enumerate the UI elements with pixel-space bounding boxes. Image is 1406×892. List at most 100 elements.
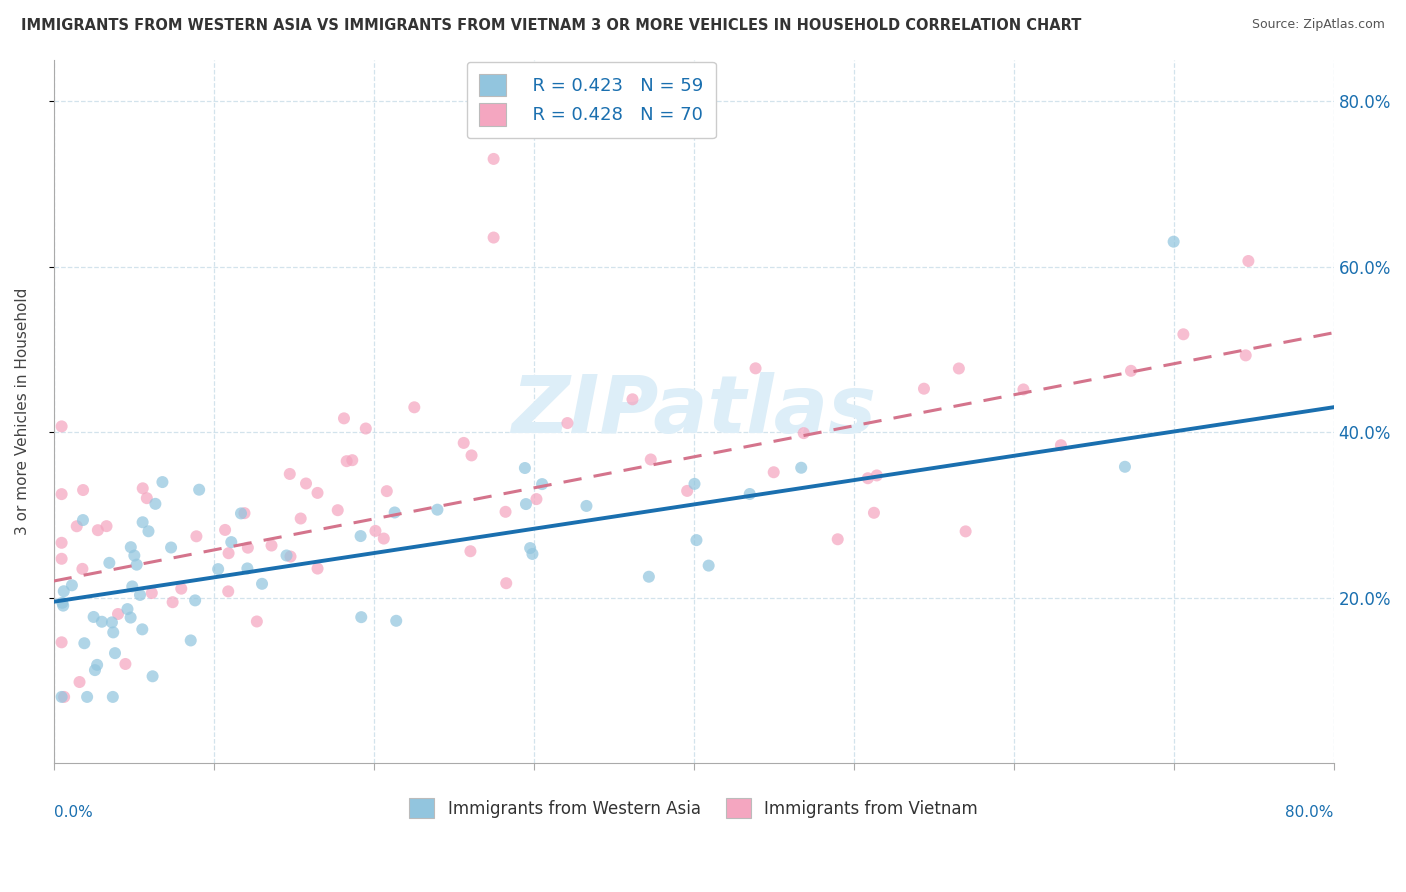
Point [51,635,73,649]
Point [1234,348,1257,362]
Point [98,556,121,570]
Point [120,610,142,624]
Point [51,536,73,550]
Point [145,497,167,511]
Point [912,382,935,396]
Point [948,361,970,376]
Point [460,544,482,558]
Point [295,476,318,491]
Point [1050,438,1073,452]
Point [744,361,766,376]
Point [52,599,75,613]
Point [793,426,815,441]
Point [214,523,236,537]
Point [260,539,283,553]
Point [207,562,229,576]
Point [350,610,373,624]
Point [138,524,160,539]
Point [186,529,208,543]
Point [129,588,152,602]
Point [762,465,785,479]
Point [557,416,579,430]
Point [51,690,73,704]
Point [114,657,136,671]
Point [218,546,240,560]
Point [188,483,211,497]
Point [307,561,329,575]
Point [107,607,129,621]
Point [373,532,395,546]
Point [152,475,174,489]
Point [575,499,598,513]
Point [117,602,139,616]
Point [73,636,96,650]
Point [72,513,94,527]
Point [621,392,644,407]
Point [354,421,377,435]
Point [124,549,146,563]
Point [375,484,398,499]
Point [280,549,302,564]
Point [640,452,662,467]
Point [121,579,143,593]
Point [278,467,301,481]
Point [863,506,886,520]
Point [453,436,475,450]
Point [364,524,387,538]
Point [460,449,482,463]
Y-axis label: 3 or more Vehicles in Household: 3 or more Vehicles in Household [15,288,30,535]
Point [162,595,184,609]
Point [76,690,98,704]
Text: 80.0%: 80.0% [1285,805,1334,821]
Point [233,506,256,520]
Legend: Immigrants from Western Asia, Immigrants from Vietnam: Immigrants from Western Asia, Immigrants… [402,791,984,825]
Point [51,487,73,501]
Point [131,515,153,529]
Point [184,593,207,607]
Point [72,562,94,576]
Text: Source: ZipAtlas.com: Source: ZipAtlas.com [1251,18,1385,31]
Point [522,547,544,561]
Point [495,576,517,591]
Point [101,690,124,704]
Point [69,675,91,690]
Point [84,663,107,677]
Point [236,541,259,555]
Point [217,584,239,599]
Point [125,558,148,572]
Point [101,615,124,630]
Point [51,596,73,610]
Point [326,503,349,517]
Point [104,646,127,660]
Point [1119,364,1142,378]
Point [336,454,359,468]
Point [236,561,259,575]
Point [856,471,879,485]
Point [526,492,548,507]
Point [955,524,977,539]
Point [697,558,720,573]
Point [384,506,406,520]
Point [738,487,761,501]
Point [135,491,157,505]
Point [683,476,706,491]
Point [141,586,163,600]
Point [482,230,505,244]
Point [515,497,537,511]
Point [53,690,76,704]
Point [866,468,889,483]
Text: 0.0%: 0.0% [53,805,93,821]
Point [66,519,89,533]
Point [519,541,541,555]
Point [120,540,142,554]
Point [482,152,505,166]
Point [1173,327,1195,342]
Point [96,519,118,533]
Point [790,460,813,475]
Point [246,615,269,629]
Point [676,483,699,498]
Point [1012,383,1035,397]
Text: IMMIGRANTS FROM WESTERN ASIA VS IMMIGRANTS FROM VIETNAM 3 OR MORE VEHICLES IN HO: IMMIGRANTS FROM WESTERN ASIA VS IMMIGRAN… [21,18,1081,33]
Point [333,411,356,425]
Point [638,570,661,584]
